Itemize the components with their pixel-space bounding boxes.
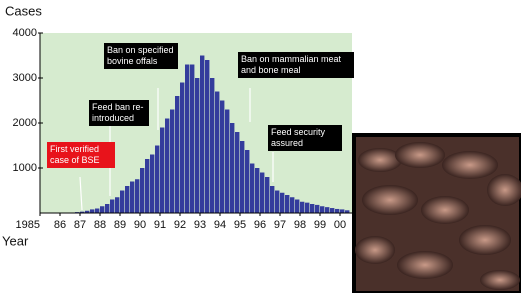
bar bbox=[250, 164, 254, 214]
bar bbox=[215, 92, 219, 214]
bar bbox=[245, 150, 249, 213]
annotation: Feed security assured bbox=[268, 125, 342, 151]
bar bbox=[205, 60, 209, 213]
x-tick-label: 92 bbox=[174, 219, 186, 231]
x-tick-label: 94 bbox=[214, 219, 226, 231]
bar bbox=[100, 206, 104, 213]
bar bbox=[170, 110, 174, 214]
x-tick-label: 00 bbox=[334, 219, 346, 231]
bar bbox=[270, 186, 274, 213]
bar bbox=[325, 207, 329, 213]
annotation: Feed ban re-introduced bbox=[89, 100, 149, 126]
annotation: First verified case of BSE bbox=[47, 142, 115, 168]
bar bbox=[135, 179, 139, 213]
annotation: Ban on mammalian meat and bone meal bbox=[238, 52, 354, 78]
bar bbox=[185, 65, 189, 214]
x-tick-label: 95 bbox=[234, 219, 246, 231]
bar bbox=[175, 96, 179, 213]
bar bbox=[335, 209, 339, 213]
bar bbox=[165, 119, 169, 214]
bar bbox=[310, 204, 314, 213]
bar bbox=[255, 168, 259, 213]
x-tick-label: 97 bbox=[274, 219, 286, 231]
bar bbox=[90, 209, 94, 213]
x-tick-label: 91 bbox=[154, 219, 166, 231]
bar bbox=[225, 110, 229, 214]
bar bbox=[125, 186, 129, 213]
bar bbox=[95, 209, 99, 214]
y-tick-label: 2000 bbox=[13, 117, 37, 129]
bar bbox=[235, 132, 239, 213]
bar bbox=[140, 168, 144, 213]
bar bbox=[305, 203, 309, 213]
x-tick-label: 93 bbox=[194, 219, 206, 231]
bar bbox=[180, 83, 184, 214]
x-tick-label: 99 bbox=[314, 219, 326, 231]
x-axis-title: Year bbox=[2, 233, 29, 248]
bar bbox=[210, 78, 214, 213]
bar bbox=[130, 182, 134, 214]
x-tick-label: 98 bbox=[294, 219, 306, 231]
bar bbox=[330, 208, 334, 213]
bar bbox=[155, 146, 159, 214]
x-tick-label: 90 bbox=[134, 219, 146, 231]
bar bbox=[200, 56, 204, 214]
y-tick-label: 1000 bbox=[13, 162, 37, 174]
x-tick-label: 89 bbox=[114, 219, 126, 231]
bar bbox=[145, 159, 149, 213]
bar bbox=[300, 202, 304, 213]
bar bbox=[320, 206, 324, 213]
bar bbox=[340, 209, 344, 213]
bar bbox=[230, 123, 234, 213]
bar bbox=[120, 191, 124, 214]
bar bbox=[315, 205, 319, 213]
bar bbox=[285, 195, 289, 213]
annotation: Ban on specified bovine offals bbox=[104, 43, 178, 69]
bar bbox=[160, 128, 164, 214]
bar bbox=[295, 200, 299, 214]
bar bbox=[190, 65, 194, 214]
bar bbox=[275, 191, 279, 214]
x-tick-label: 86 bbox=[54, 219, 66, 231]
x-tick-label: 96 bbox=[254, 219, 266, 231]
y-tick-label: 3000 bbox=[13, 72, 37, 84]
y-axis-title: Cases bbox=[5, 3, 42, 18]
bar bbox=[150, 155, 154, 214]
y-tick-label: 4000 bbox=[13, 27, 37, 39]
photo bbox=[352, 133, 521, 293]
bar bbox=[105, 204, 109, 213]
bar bbox=[195, 78, 199, 213]
bar bbox=[110, 200, 114, 214]
x-tick-label: 87 bbox=[74, 219, 86, 231]
bar bbox=[220, 101, 224, 214]
bar bbox=[115, 197, 119, 213]
bar bbox=[240, 141, 244, 213]
page: Cases Year 1000 2000 3000 4000 1985 86 87 88 89 9… bbox=[0, 0, 521, 293]
x-tick-label: 88 bbox=[94, 219, 106, 231]
bar bbox=[260, 173, 264, 214]
bar bbox=[280, 193, 284, 213]
bar bbox=[290, 197, 294, 213]
x-tick-label: 1985 bbox=[16, 219, 40, 231]
bar bbox=[265, 177, 269, 213]
